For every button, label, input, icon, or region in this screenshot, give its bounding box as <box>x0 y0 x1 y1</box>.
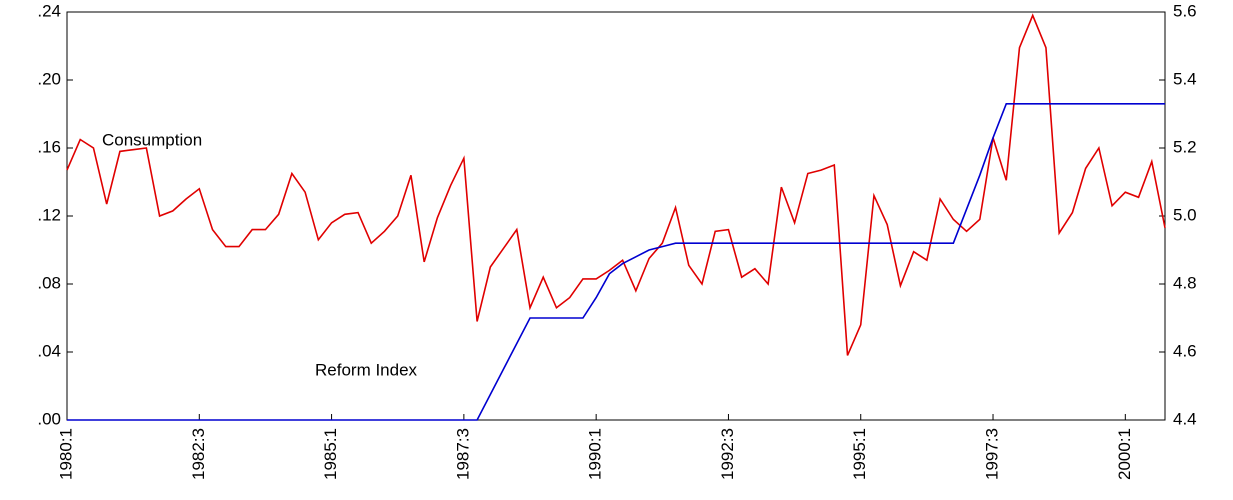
y-tick-label: .08 <box>37 273 61 292</box>
y2-tick-label: 4.6 <box>1173 341 1197 360</box>
y-tick-label: .16 <box>37 137 61 156</box>
x-tick-label: 1997:3 <box>983 428 1002 480</box>
x-tick-label: 1980:1 <box>56 428 75 480</box>
series-label: Reform Index <box>315 360 418 379</box>
y2-tick-label: 5.2 <box>1173 137 1197 156</box>
y2-tick-label: 4.8 <box>1173 273 1197 292</box>
y-tick-label: .04 <box>37 341 61 360</box>
y-tick-label: .24 <box>37 1 61 20</box>
y2-tick-label: 4.4 <box>1173 409 1197 428</box>
plot-frame <box>66 11 1166 421</box>
y2-tick-label: 5.0 <box>1173 205 1197 224</box>
y-tick-label: .12 <box>37 205 61 224</box>
x-tick-label: 1992:3 <box>718 428 737 480</box>
y2-tick-label: 5.4 <box>1173 69 1197 88</box>
series-line <box>67 103 1165 421</box>
x-tick-label: 1982:3 <box>189 428 208 480</box>
y2-tick-label: 5.6 <box>1173 1 1197 20</box>
x-tick-label: 1995:1 <box>850 428 869 480</box>
y-tick-label: .20 <box>37 69 61 88</box>
x-tick-label: 1987:3 <box>453 428 472 480</box>
x-tick-label: 2000:1 <box>1115 428 1134 480</box>
x-tick-label: 1985:1 <box>321 428 340 480</box>
series-line <box>66 13 1166 356</box>
y-tick-label: .00 <box>37 409 61 428</box>
x-tick-label: 1990:1 <box>586 428 605 480</box>
series-label: Consumption <box>102 130 202 149</box>
